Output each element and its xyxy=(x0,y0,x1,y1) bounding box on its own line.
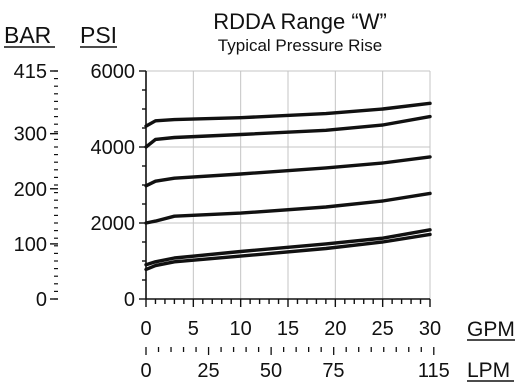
pressure-curve xyxy=(144,232,432,272)
bar-tick-label: 200 xyxy=(14,179,47,201)
gpm-tick-label: 30 xyxy=(419,318,441,340)
gpm-axis-label: GPM xyxy=(467,318,515,341)
gpm-tick-label: 25 xyxy=(372,318,394,340)
psi-tick-label: 4000 xyxy=(91,137,136,159)
lpm-tick-label: 0 xyxy=(140,360,151,382)
gpm-tick-label: 15 xyxy=(277,318,299,340)
pressure-curve xyxy=(144,228,432,267)
grid xyxy=(146,70,431,299)
pressure-curve xyxy=(144,191,432,225)
lpm-axis-label: LPM xyxy=(467,359,510,382)
bar-tick-label: 415 xyxy=(14,61,47,83)
gpm-tick-label: 0 xyxy=(140,318,151,340)
plot-area xyxy=(144,101,432,272)
bar-tick-label: 300 xyxy=(14,124,47,146)
chart-title: RDDA Range “W” xyxy=(213,9,387,34)
lpm-tick-label: 115 xyxy=(418,360,450,382)
gpm-tick-label: 5 xyxy=(188,318,199,340)
gpm-tick-label: 20 xyxy=(324,318,346,340)
psi-tick-label: 2000 xyxy=(91,213,136,235)
lpm-tick-label: 75 xyxy=(322,360,344,382)
chart-subtitle: Typical Pressure Rise xyxy=(218,36,382,55)
lpm-tick-label: 25 xyxy=(197,360,219,382)
psi-tick-label: 6000 xyxy=(91,61,136,83)
gpm-tick-label: 10 xyxy=(230,318,252,340)
bar-tick-label: 100 xyxy=(14,234,47,256)
bar-axis-label: BAR xyxy=(4,22,51,48)
pressure-curve xyxy=(144,114,432,149)
psi-tick-label: 0 xyxy=(124,289,135,311)
bar-tick-label: 0 xyxy=(36,289,47,311)
pressure-curve xyxy=(144,101,432,128)
lpm-tick-label: 50 xyxy=(260,360,282,382)
psi-axis-label: PSI xyxy=(80,22,117,48)
pressure-curve xyxy=(144,155,432,188)
